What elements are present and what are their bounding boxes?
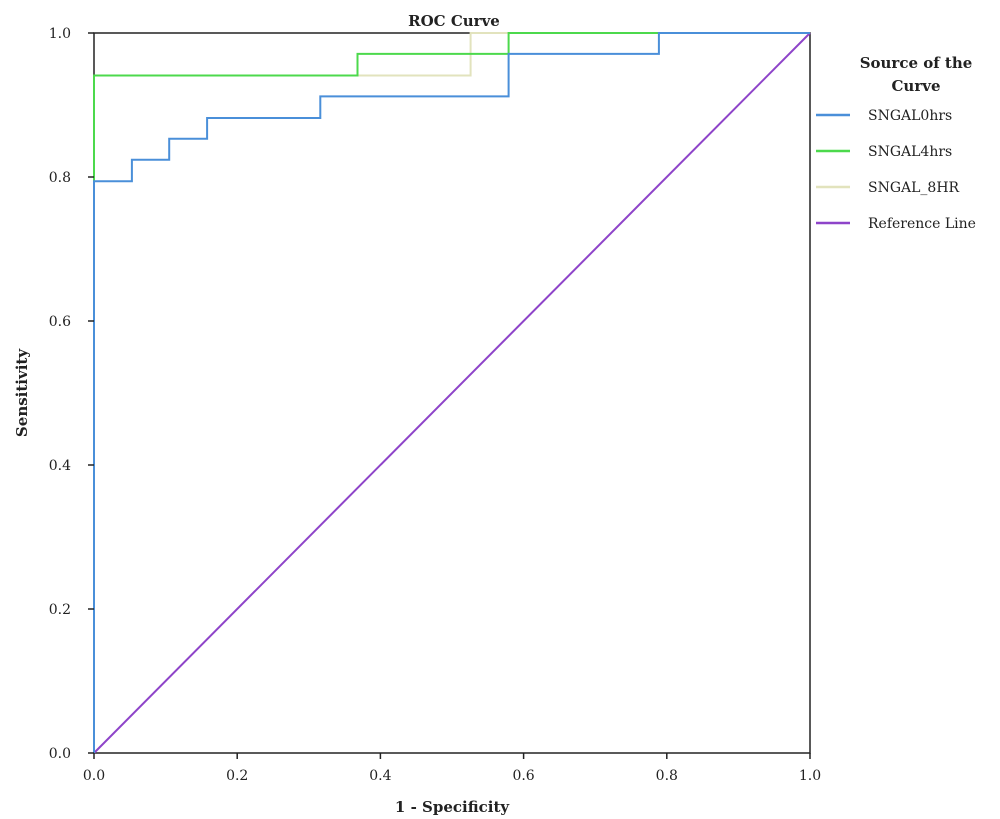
legend-item: SNGAL_8HR (816, 180, 960, 196)
x-tick-label: 0.8 (656, 768, 678, 784)
series-line-sngal4hrs (93, 32, 810, 753)
legend-item: Reference Line (816, 216, 976, 232)
legend: Source of the Curve SNGAL0hrsSNGAL4hrsSN… (816, 54, 976, 232)
x-tick-label: 0.0 (83, 768, 105, 784)
legend-item: SNGAL0hrs (816, 108, 952, 124)
legend-items: SNGAL0hrs SNGAL4hrs SNGAL_8HR Reference Lin… (816, 108, 976, 232)
y-tick-label: 0.6 (49, 314, 71, 330)
y-axis-ticks: 0.0 0.2 0.4 0.6 0.8 1.0 (49, 26, 94, 762)
y-axis-title: Sensitivity (13, 348, 31, 437)
x-tick-label: 0.6 (512, 768, 534, 784)
y-tick-label: 0.2 (49, 602, 71, 618)
series-line-reference-line (93, 32, 811, 754)
x-tick-label: 1.0 (799, 768, 821, 784)
legend-label: SNGAL0hrs (868, 108, 952, 124)
series-layer (93, 32, 811, 754)
legend-label: SNGAL4hrs (868, 144, 952, 160)
legend-label: Reference Line (868, 216, 976, 232)
plot-area: 0.0 0.2 0.4 0.6 0.8 1.0 0.0 0.2 0.4 0.6 0.8 1.0 (49, 26, 821, 784)
series-line-sngal0hrs (93, 32, 810, 753)
legend-title-line-2: Curve (891, 77, 940, 95)
x-tick-label: 0.2 (226, 768, 248, 784)
x-axis-title: 1 - Specificity (395, 798, 510, 816)
legend-label: SNGAL_8HR (868, 180, 960, 196)
chart-title: ROC Curve (408, 12, 500, 30)
x-axis-ticks: 0.0 0.2 0.4 0.6 0.8 1.0 (83, 753, 821, 784)
y-tick-label: 0.0 (49, 746, 71, 762)
y-tick-label: 0.8 (49, 170, 71, 186)
legend-item: SNGAL4hrs (816, 144, 952, 160)
y-tick-label: 0.4 (49, 458, 71, 474)
x-tick-label: 0.4 (369, 768, 391, 784)
legend-title-line-1: Source of the (860, 54, 973, 72)
y-tick-label: 1.0 (49, 26, 71, 42)
